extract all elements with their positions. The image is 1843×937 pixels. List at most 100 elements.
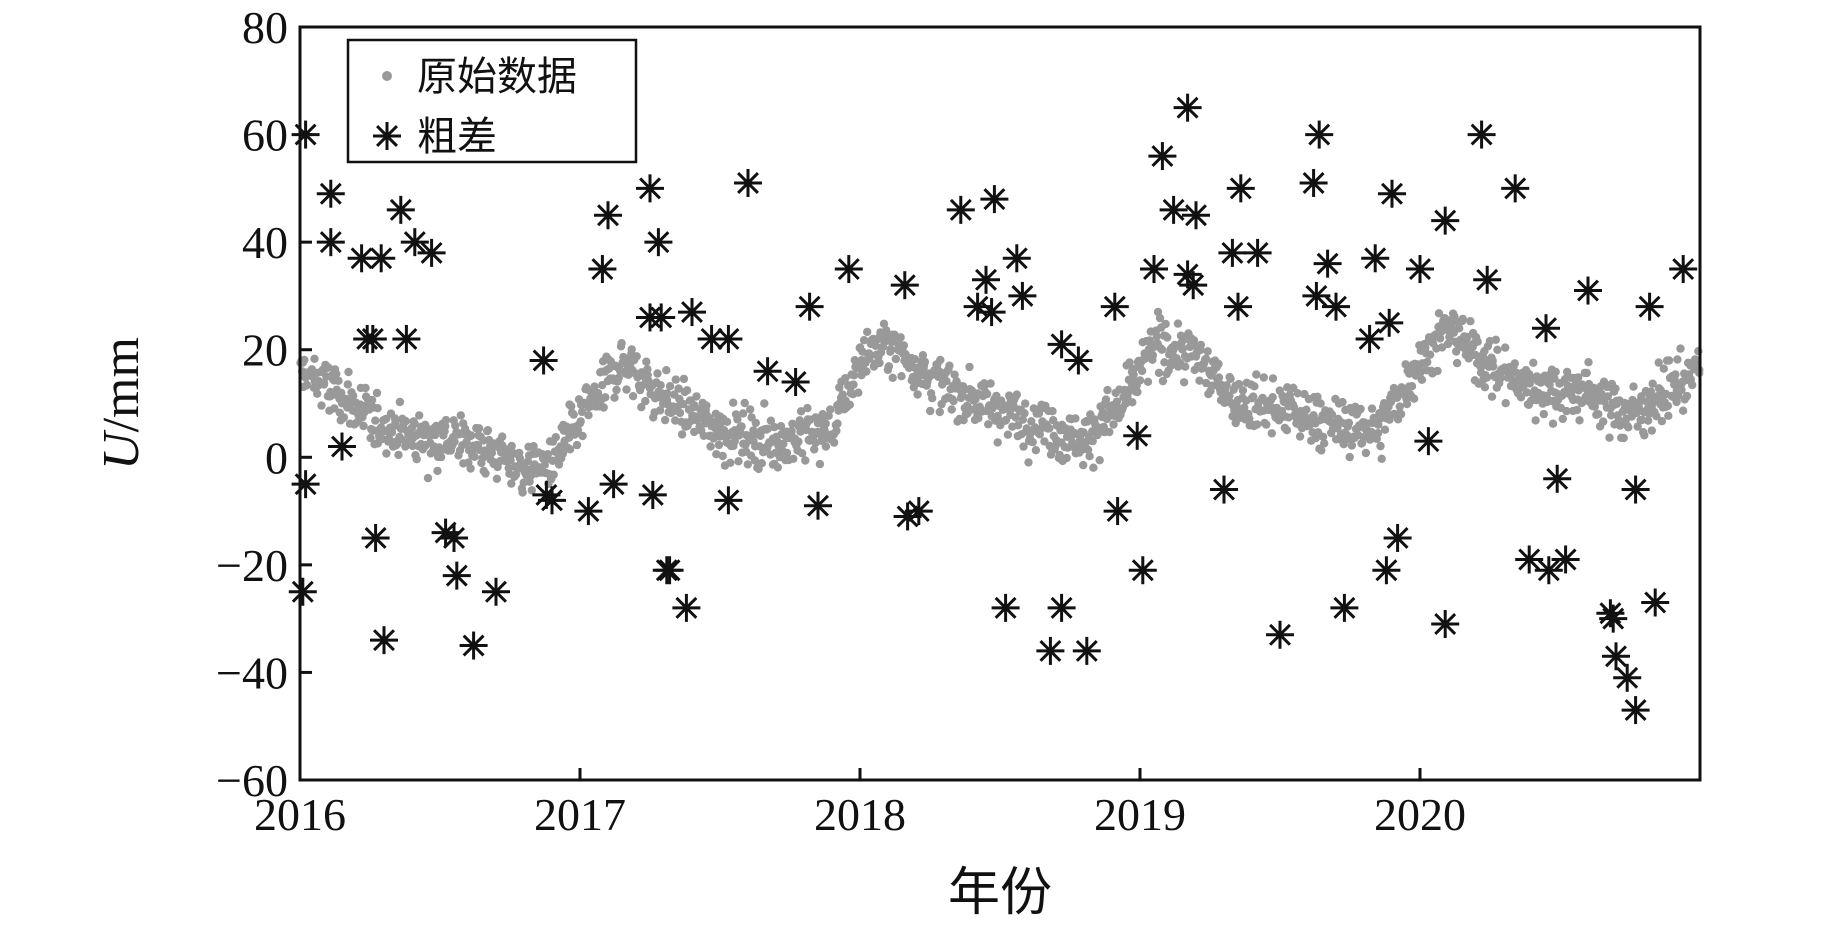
raw-data-point [492, 474, 502, 483]
raw-data-point [1489, 362, 1498, 371]
raw-data-point [750, 456, 760, 465]
raw-data-point [332, 369, 341, 378]
y-tick-label: 60 [242, 110, 288, 161]
outlier-point [1355, 324, 1384, 353]
outlier-point [1602, 642, 1630, 671]
raw-data-point [1624, 423, 1633, 432]
raw-data-point [1673, 355, 1682, 364]
raw-data-point [549, 470, 558, 479]
raw-data-point [1396, 409, 1406, 419]
raw-data-point [593, 389, 603, 398]
raw-data-point [436, 452, 446, 462]
raw-data-point [849, 371, 859, 380]
outlier-point [599, 470, 628, 499]
outlier-point [1243, 238, 1272, 267]
raw-data-point [913, 390, 922, 399]
raw-data-point [529, 442, 538, 451]
raw-data-point [317, 401, 326, 410]
raw-data-point [1027, 417, 1036, 426]
raw-data-point [1295, 432, 1305, 441]
x-axis-title: 年份 [948, 863, 1052, 923]
raw-data-point [1676, 344, 1685, 353]
raw-data-point [498, 432, 507, 441]
raw-data-point [1539, 409, 1549, 419]
raw-data-point [690, 427, 699, 437]
x-tick-label: 2016 [254, 789, 346, 840]
raw-data-point [1345, 452, 1354, 462]
raw-data-point [1531, 416, 1540, 425]
raw-data-point [1652, 412, 1661, 421]
legend-box [346, 38, 638, 164]
raw-data-point [1395, 402, 1405, 411]
raw-data-point [1643, 416, 1653, 425]
raw-data-point [1157, 345, 1167, 354]
outlier-point [647, 303, 676, 332]
raw-data-point [982, 389, 992, 399]
raw-data-point [373, 404, 382, 413]
outlier-point [1123, 421, 1152, 450]
raw-data-point [1095, 456, 1104, 465]
raw-data-point [928, 394, 937, 403]
raw-data-point [1103, 385, 1112, 395]
outlier-point [991, 593, 1020, 622]
raw-data-point [1282, 426, 1292, 435]
raw-data-point [1245, 414, 1254, 423]
raw-data-point [395, 397, 405, 407]
raw-data-point [1423, 357, 1432, 367]
raw-data-point [770, 422, 779, 432]
outlier-point [1361, 244, 1390, 273]
raw-data-point [483, 426, 493, 435]
raw-data-point [726, 458, 735, 467]
raw-data-point [1173, 319, 1183, 328]
outlier-point [1182, 201, 1210, 230]
raw-data-point [810, 445, 819, 454]
y-axis-title: U/mm [93, 337, 150, 470]
raw-data-point [1019, 442, 1028, 451]
outlier-point [1551, 545, 1580, 574]
outlier-point [1159, 195, 1188, 224]
raw-data-point [821, 442, 831, 451]
raw-data-point [1161, 319, 1170, 329]
raw-data-point [371, 416, 380, 425]
outlier-point [904, 497, 933, 526]
plot-layer [288, 93, 1704, 725]
raw-data-point [801, 456, 810, 465]
raw-data-point [712, 450, 721, 459]
outlier-point [1266, 620, 1294, 649]
raw-data-point [1309, 411, 1318, 420]
raw-data-point [1316, 399, 1325, 408]
outlier-point [440, 523, 468, 552]
outlier-point [636, 174, 664, 203]
raw-data-point [1572, 405, 1582, 415]
raw-data-point [662, 366, 671, 375]
outlier-point [1431, 206, 1460, 235]
outlier-point [980, 185, 1009, 214]
x-tick-label: 2017 [534, 789, 626, 840]
raw-data-point [641, 396, 650, 406]
raw-data-point [1648, 379, 1657, 388]
raw-data-point [1313, 392, 1322, 401]
outlier-point [442, 561, 471, 590]
raw-data-point [655, 406, 665, 415]
raw-data-point [577, 407, 587, 417]
raw-data-point [729, 398, 738, 407]
raw-data-point [738, 409, 748, 418]
raw-data-point [1284, 413, 1293, 422]
raw-data-point [1011, 413, 1020, 422]
raw-data-point [751, 418, 760, 428]
raw-data-point [782, 448, 792, 458]
outlier-point [1621, 475, 1650, 504]
raw-data-point [1380, 425, 1390, 434]
raw-data-point [601, 393, 610, 402]
raw-data-point [1154, 368, 1164, 378]
outlier-point [1532, 314, 1560, 343]
raw-data-point [506, 456, 515, 465]
raw-data-point [1425, 350, 1435, 359]
raw-data-point [974, 413, 983, 423]
raw-data-point [1135, 376, 1145, 385]
raw-data-point [1160, 358, 1169, 367]
raw-data-point [343, 380, 352, 389]
raw-data-point [866, 351, 875, 360]
outlier-point [316, 228, 345, 257]
raw-data-point [1344, 418, 1354, 427]
